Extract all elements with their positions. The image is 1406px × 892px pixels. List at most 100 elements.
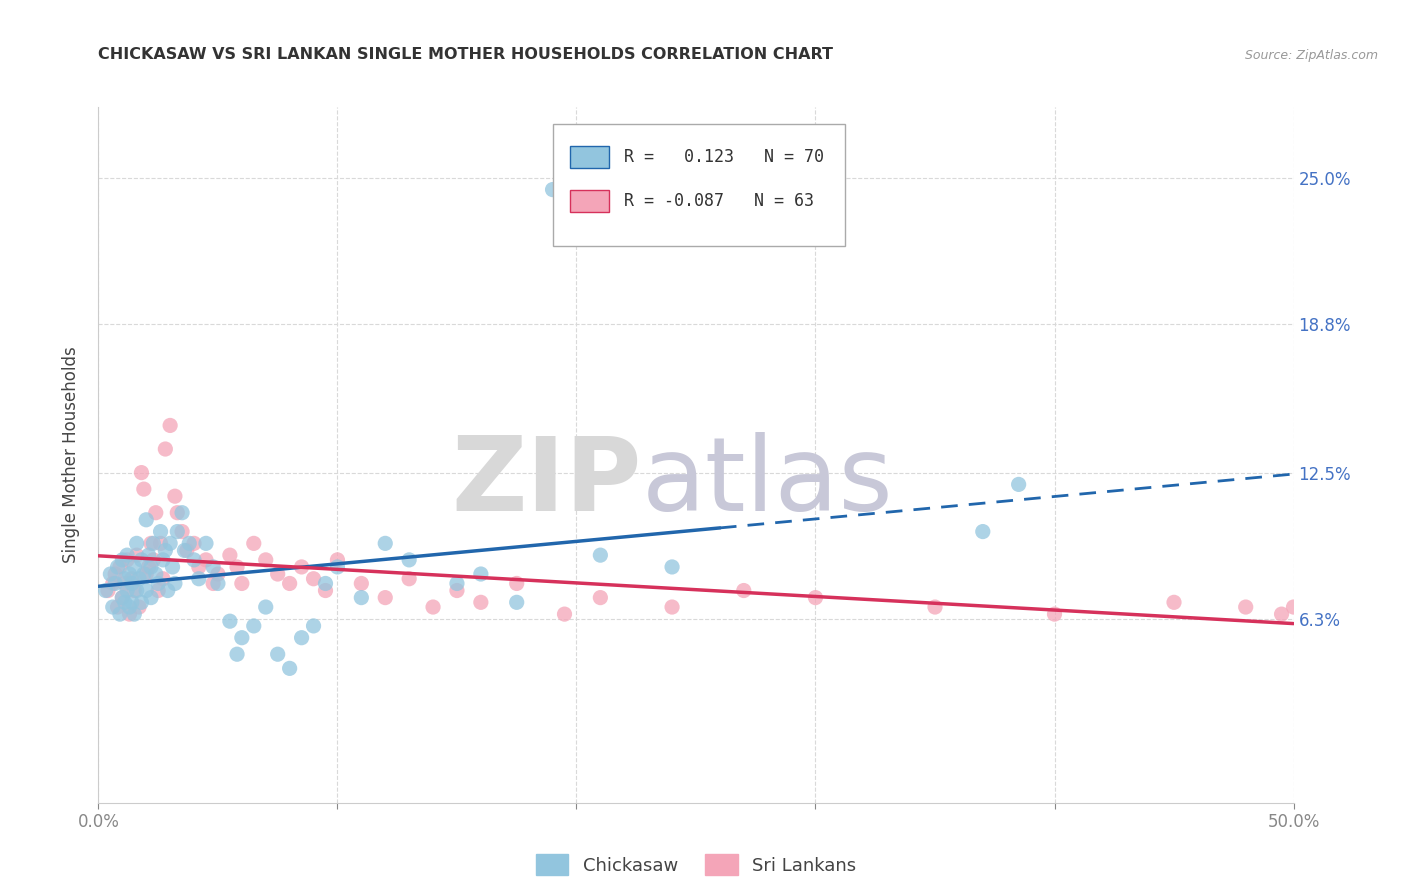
Point (554, 607, 576, 621)
Point (398, 553, 420, 567)
Point (132, 567, 155, 582)
Point (163, 576, 186, 591)
FancyBboxPatch shape (553, 124, 845, 246)
Point (152, 572, 174, 586)
Point (291, 631, 314, 645)
Point (118, 600, 141, 615)
Point (145, 506, 167, 520)
Point (121, 572, 143, 586)
Point (138, 560, 160, 574)
Point (101, 576, 124, 591)
Point (135, 513, 157, 527)
Point (111, 591, 134, 605)
Point (115, 583, 138, 598)
Point (115, 553, 138, 567)
Point (219, 614, 242, 628)
Point (124, 560, 146, 574)
Point (506, 576, 529, 591)
Point (139, 536, 162, 550)
Point (121, 576, 143, 591)
Point (132, 482, 155, 496)
Point (108, 607, 131, 621)
Point (187, 560, 209, 574)
Point (231, 631, 253, 645)
Point (138, 548, 160, 562)
Point (111, 591, 134, 605)
Point (219, 548, 242, 562)
Point (121, 595, 143, 609)
Point (97, 583, 120, 598)
Point (148, 576, 170, 591)
Point (139, 560, 162, 574)
Point (125, 536, 148, 550)
Point (131, 553, 153, 567)
Point (291, 560, 314, 574)
Point (315, 576, 337, 591)
Point (183, 553, 205, 567)
Point (118, 607, 141, 621)
Point (173, 543, 195, 558)
Point (194, 536, 218, 550)
Point (114, 572, 136, 586)
Point (114, 595, 136, 609)
Point (124, 607, 146, 621)
Point (315, 583, 337, 598)
Text: Source: ZipAtlas.com: Source: ZipAtlas.com (1244, 49, 1378, 62)
Point (118, 567, 141, 582)
Point (804, 591, 827, 605)
Point (101, 600, 124, 615)
Point (94, 583, 117, 598)
Point (733, 583, 755, 598)
Point (243, 536, 266, 550)
Text: R =   0.123   N = 70: R = 0.123 N = 70 (624, 148, 824, 166)
Point (589, 548, 612, 562)
Point (1007, 477, 1029, 491)
Point (278, 576, 301, 591)
Point (104, 567, 127, 582)
Point (398, 572, 420, 586)
Text: CHICKASAW VS SRI LANKAN SINGLE MOTHER HOUSEHOLDS CORRELATION CHART: CHICKASAW VS SRI LANKAN SINGLE MOTHER HO… (98, 47, 834, 62)
Point (149, 524, 172, 539)
Point (159, 418, 181, 433)
Point (155, 543, 177, 558)
Point (254, 600, 277, 615)
Point (326, 553, 349, 567)
Point (148, 583, 170, 598)
Point (155, 442, 177, 456)
Point (350, 576, 373, 591)
Point (159, 536, 181, 550)
Text: atlas: atlas (643, 433, 894, 533)
Point (446, 576, 468, 591)
Point (135, 583, 157, 598)
Point (183, 536, 205, 550)
Point (125, 583, 148, 598)
Point (98, 567, 122, 582)
Point (115, 548, 138, 562)
Point (172, 506, 194, 520)
Point (107, 560, 129, 574)
Point (207, 576, 229, 591)
Point (187, 572, 209, 586)
Point (152, 553, 174, 567)
Point (661, 600, 683, 615)
Point (589, 591, 612, 605)
Point (128, 572, 150, 586)
Point (125, 548, 148, 562)
Point (156, 583, 179, 598)
Point (1282, 600, 1305, 615)
Point (302, 572, 325, 586)
Point (243, 619, 266, 633)
Point (374, 536, 396, 550)
Point (1234, 600, 1257, 615)
FancyBboxPatch shape (571, 146, 609, 169)
Point (207, 567, 229, 582)
Point (231, 576, 253, 591)
Y-axis label: Single Mother Households: Single Mother Households (62, 347, 80, 563)
Point (131, 595, 153, 609)
Point (972, 524, 994, 539)
Point (202, 560, 225, 574)
Point (1271, 607, 1294, 621)
Point (470, 567, 492, 582)
Point (470, 595, 492, 609)
Point (194, 553, 218, 567)
